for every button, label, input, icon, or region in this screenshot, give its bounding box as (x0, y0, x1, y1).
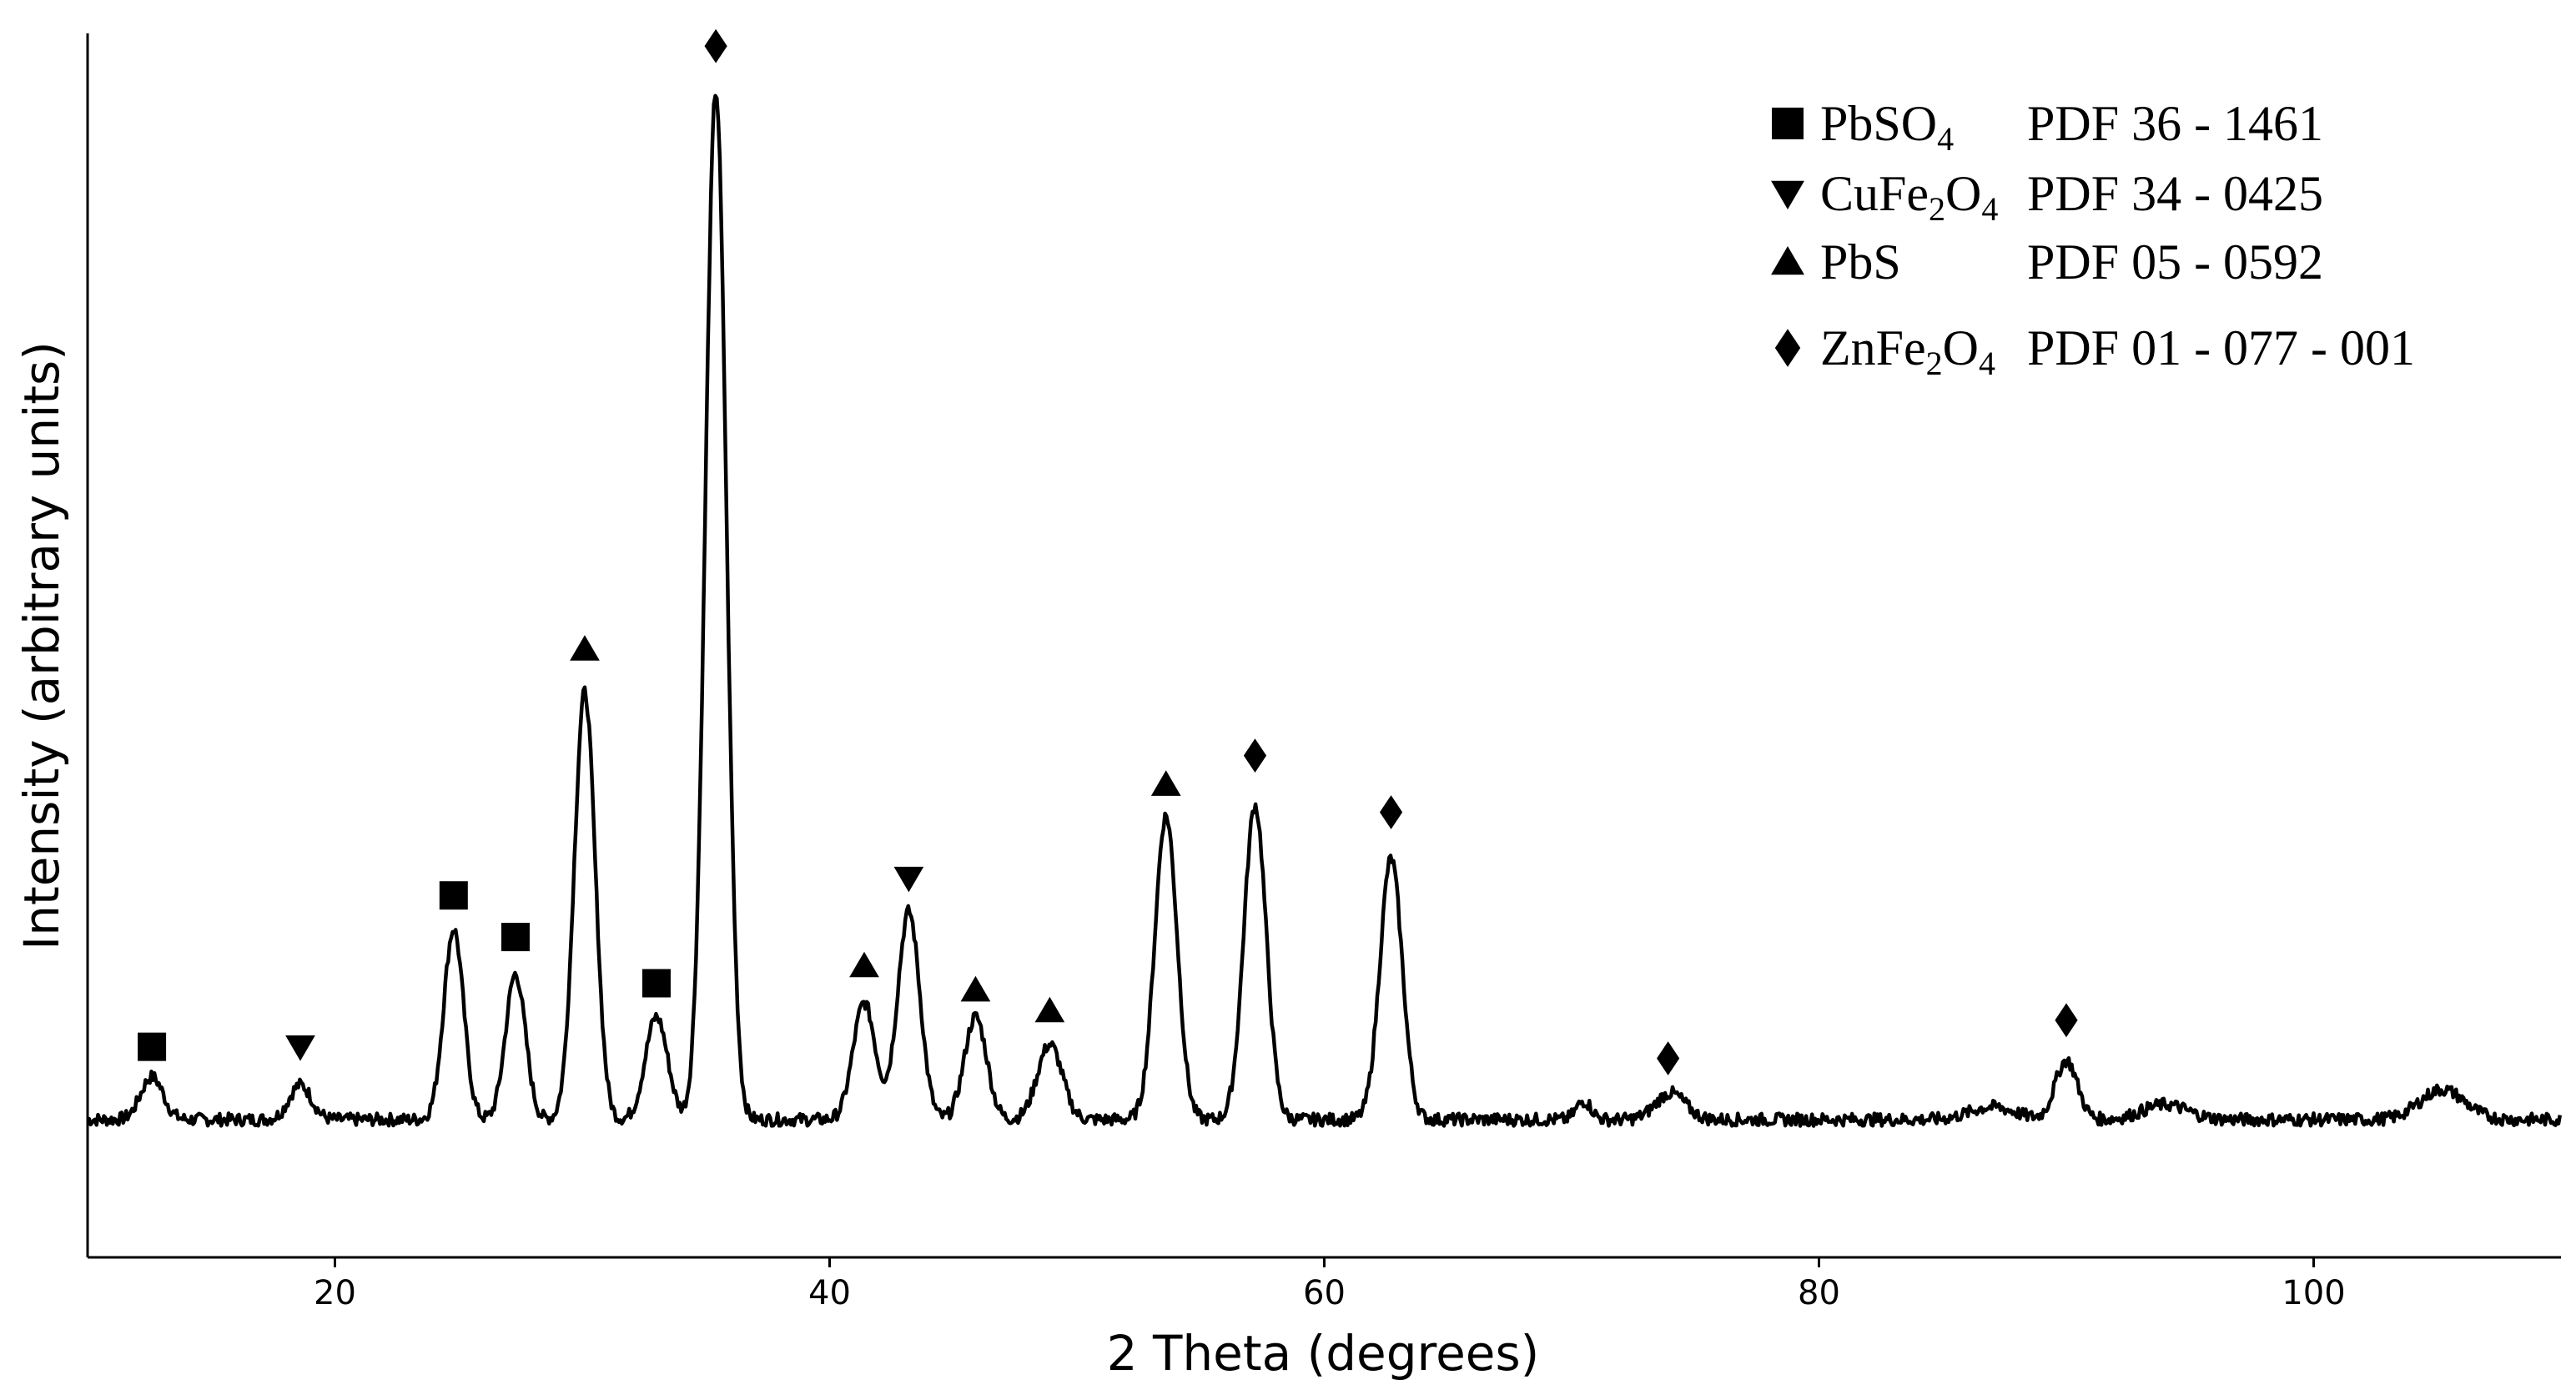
peak-marker-znfe2o4 (1379, 795, 1403, 829)
x-ticks: 20 40 60 80 100 (314, 1257, 2346, 1312)
legend-pdf-reference: PDF 01 - 077 - 001 (2027, 320, 2415, 375)
peak-marker-cufe2o4 (285, 1035, 315, 1061)
peak-marker-pbso4 (138, 1032, 167, 1061)
peak-marker-pbs (570, 635, 600, 661)
x-tick-label: 80 (1798, 1274, 1840, 1312)
x-tick-label: 40 (808, 1274, 851, 1312)
diffraction-pattern-line (86, 93, 2563, 1128)
x-tick-label: 60 (1303, 1274, 1346, 1312)
legend-pdf-reference: PDF 34 - 0425 (2027, 166, 2323, 221)
legend: PbSO4 PDF 36 - 1461 CuFe2O4 PDF 34 - 0425 Pb… (1771, 96, 2415, 382)
peak-marker-cufe2o4 (893, 866, 924, 893)
peak-marker-pbs (960, 975, 991, 1002)
legend-symbol-pbso4 (1772, 108, 1804, 139)
peak-marker-pbso4 (641, 969, 671, 998)
peak-marker-pbso4 (439, 881, 468, 910)
peak-marker-pbs (1150, 770, 1181, 796)
legend-symbol-znfe2o4 (1774, 329, 1801, 367)
legend-formula: PbSO4 (1820, 96, 1954, 158)
peak-marker-znfe2o4 (1243, 738, 1267, 773)
x-tick-label: 100 (2282, 1274, 2345, 1312)
y-axis-title: Intensity (arbitrary units) (13, 341, 70, 950)
x-tick-label: 20 (314, 1274, 356, 1312)
legend-formula: CuFe2O4 (1820, 166, 1998, 228)
peak-marker-znfe2o4 (704, 28, 727, 63)
peak-marker-pbso4 (501, 923, 530, 952)
legend-pdf-reference: PDF 36 - 1461 (2027, 96, 2323, 151)
peak-marker-znfe2o4 (2055, 1003, 2078, 1038)
peak-marker-pbs (1034, 996, 1065, 1023)
legend-pdf-reference: PDF 05 - 0592 (2027, 234, 2323, 290)
legend-symbol-cufe2o4 (1771, 180, 1804, 209)
peak-markers (138, 28, 2078, 1075)
legend-formula: PbS (1820, 234, 1901, 290)
peak-marker-znfe2o4 (1657, 1041, 1680, 1075)
x-axis-title: 2 Theta (degrees) (1107, 1325, 1540, 1382)
legend-formula: ZnFe2O4 (1820, 320, 1995, 382)
peak-marker-pbs (849, 951, 879, 978)
legend-symbol-pbs (1771, 246, 1804, 275)
